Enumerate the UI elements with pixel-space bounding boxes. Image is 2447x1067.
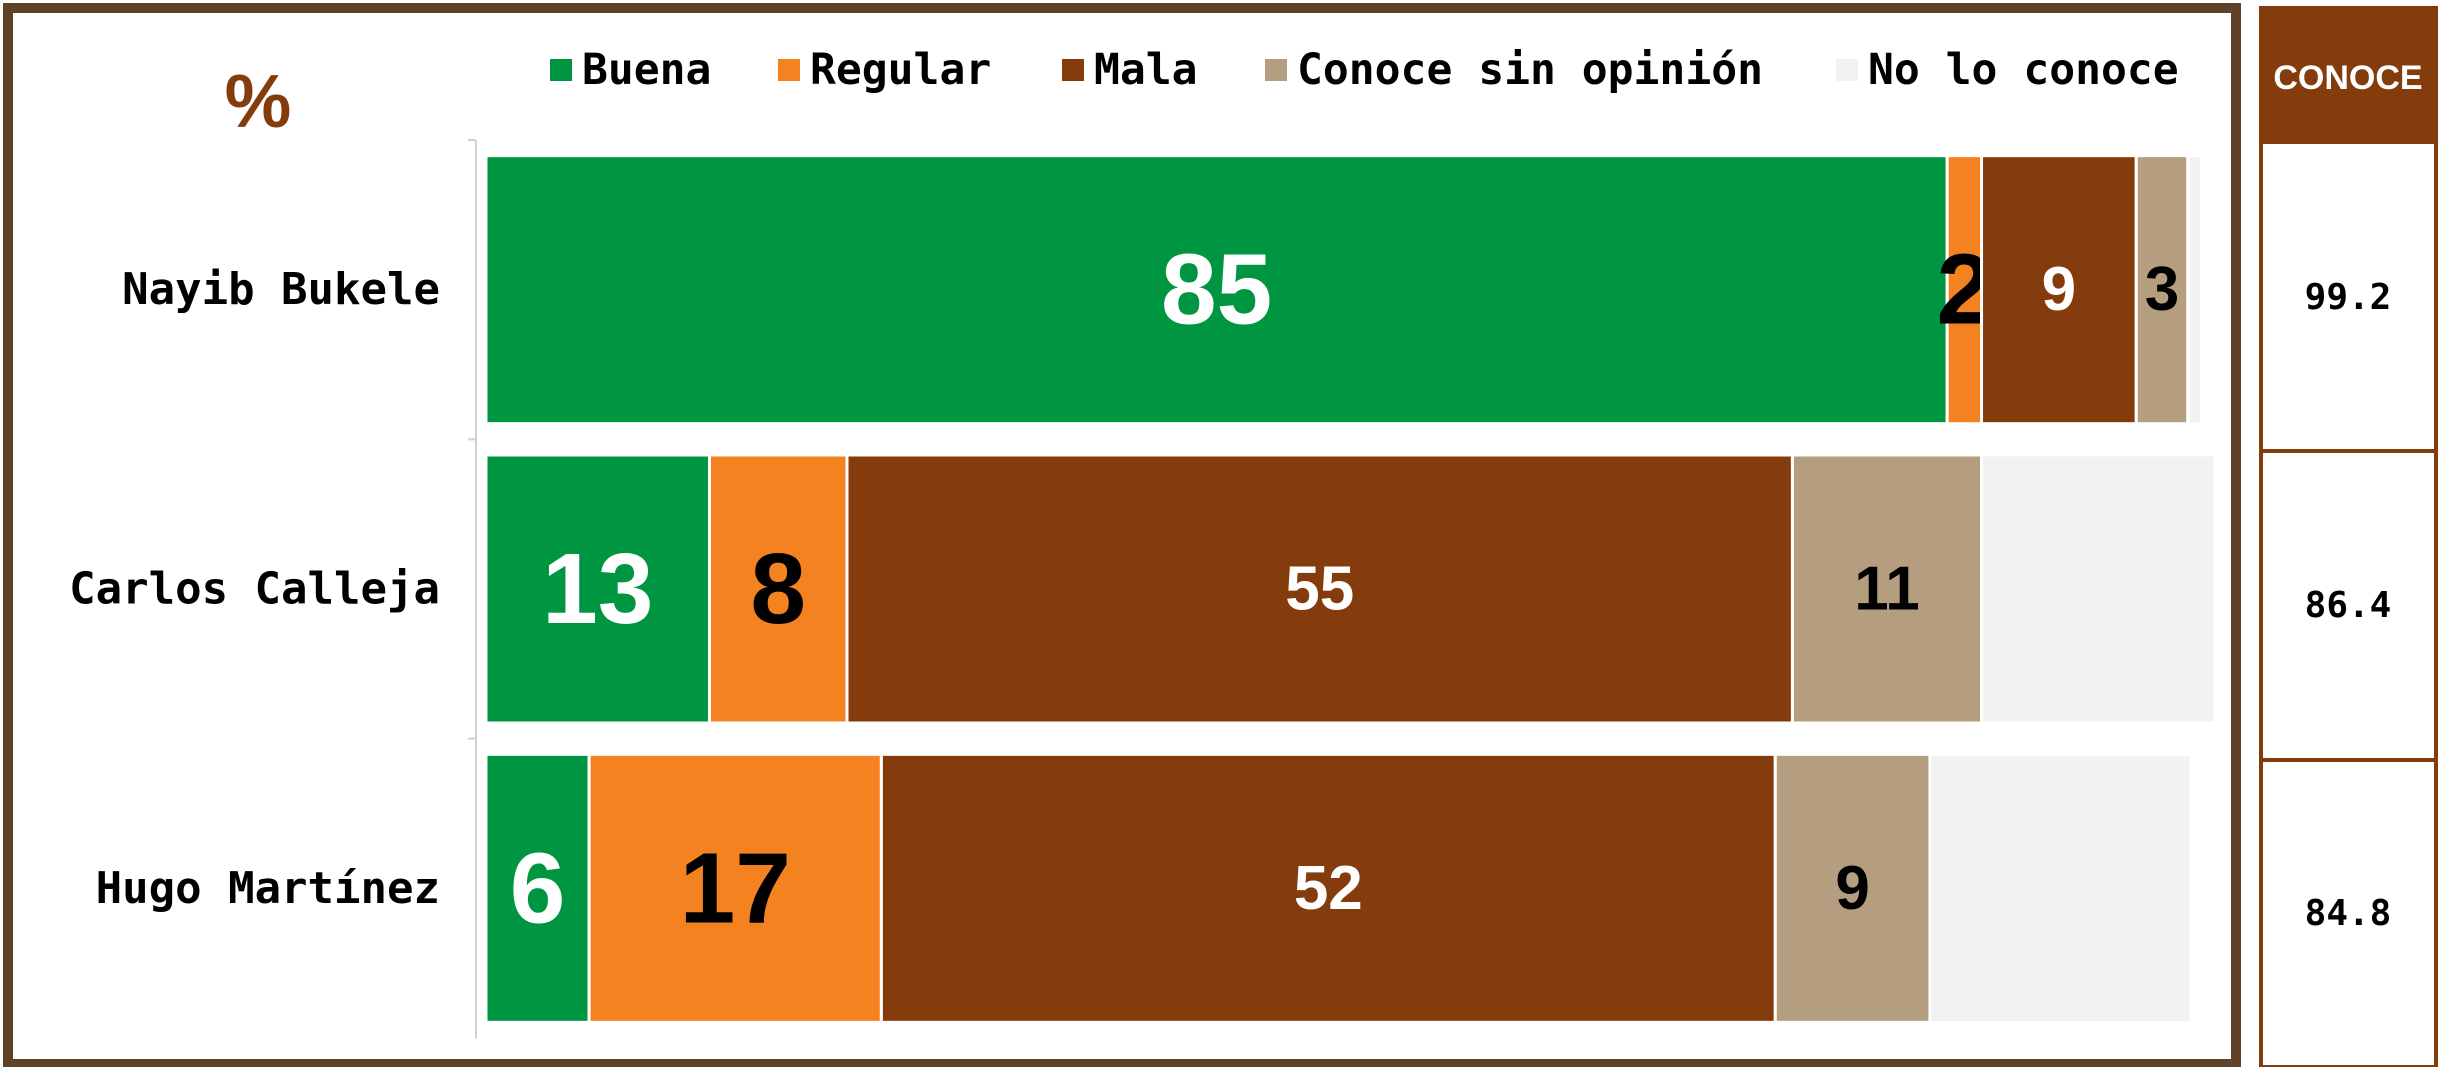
- legend-swatch: [778, 59, 800, 81]
- bar-segment: [879, 752, 1777, 1024]
- side-table-frame: [2259, 6, 2438, 1067]
- y-tick-label: Hugo Martínez: [96, 863, 440, 914]
- chart-title: %: [225, 59, 292, 143]
- side-table-value: 86.4: [2305, 585, 2392, 626]
- legend-swatch: [1836, 59, 1858, 81]
- data-label: 9: [1835, 854, 1869, 923]
- y-tick-label: Nayib Bukele: [122, 264, 440, 315]
- data-label: 17: [680, 832, 791, 944]
- bar-segment: [845, 453, 1794, 725]
- side-table-header: CONOCE: [2273, 59, 2422, 97]
- bar-segment: [484, 453, 711, 725]
- bar-segment: [1980, 453, 2217, 725]
- legend-label: Regular: [810, 45, 991, 95]
- side-table-value: 84.8: [2305, 893, 2392, 934]
- data-label: 55: [1285, 555, 1354, 624]
- legend-label: Buena: [582, 45, 711, 95]
- bar-segment: [484, 752, 591, 1024]
- side-table-header-bg: [2261, 8, 2436, 144]
- data-label: 85: [1161, 234, 1272, 346]
- legend-label: No lo conoce: [1868, 45, 2179, 95]
- bar-segment: [587, 752, 883, 1024]
- legend-label: Conoce sin opinión: [1297, 45, 1763, 95]
- data-label: 52: [1294, 854, 1363, 923]
- data-label: 11: [1854, 555, 1920, 624]
- data-label: 9: [2042, 255, 2076, 324]
- data-label: 8: [750, 533, 806, 645]
- data-label: 3: [2145, 255, 2179, 324]
- bar-segment: [1790, 453, 1984, 725]
- bar-segment: [707, 453, 849, 725]
- legend-swatch: [1265, 59, 1287, 81]
- bar-segment: [2186, 154, 2204, 426]
- data-label: 6: [510, 832, 566, 944]
- data-label: 13: [542, 533, 653, 645]
- side-table-value: 99.2: [2305, 277, 2392, 318]
- bar-segment: [484, 154, 1949, 426]
- legend-label: Mala: [1094, 45, 1198, 95]
- legend-swatch: [550, 59, 572, 81]
- legend-swatch: [1062, 59, 1084, 81]
- y-tick-label: Carlos Calleja: [69, 564, 440, 615]
- bar-segment: [1928, 752, 2193, 1024]
- bar-segment: [1773, 752, 1932, 1024]
